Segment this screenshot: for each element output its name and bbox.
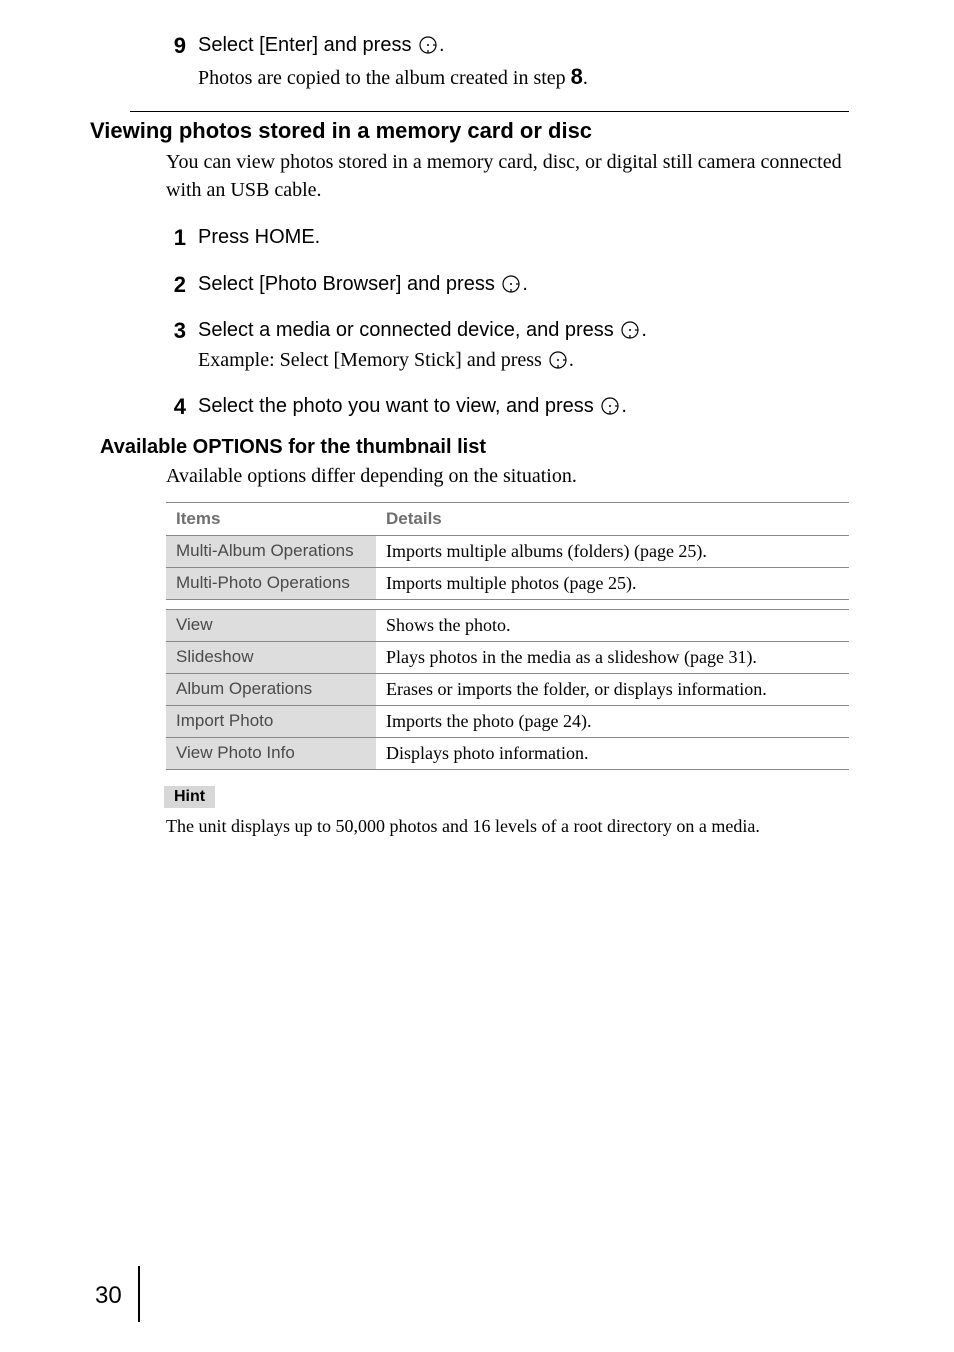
step-4-title: Select the photo you want to view, and p…: [198, 393, 849, 420]
detail-cell: Imports multiple photos (page 25).: [376, 567, 849, 599]
table-row: Album Operations Erases or imports the f…: [166, 673, 849, 705]
options-table: Items Details Multi-Album Operations Imp…: [166, 502, 849, 770]
step-number: 3: [166, 317, 186, 375]
enter-icon: [549, 351, 567, 369]
item-cell: Import Photo: [166, 705, 376, 737]
col-header-details: Details: [376, 502, 849, 535]
options-intro: Available options differ depending on th…: [166, 465, 849, 488]
step-1-title: Press HOME.: [198, 224, 849, 251]
page-number: 30: [95, 1282, 122, 1310]
step-number: 1: [166, 224, 186, 253]
item-cell: View: [166, 609, 376, 641]
detail-cell: Shows the photo.: [376, 609, 849, 641]
text: .: [621, 395, 627, 417]
table-row: Multi-Photo Operations Imports multiple …: [166, 567, 849, 599]
detail-cell: Erases or imports the folder, or display…: [376, 673, 849, 705]
item-cell: Multi-Photo Operations: [166, 567, 376, 599]
hint-text: The unit displays up to 50,000 photos an…: [166, 814, 849, 839]
step-2: 2 Select [Photo Browser] and press .: [166, 271, 849, 300]
step-4: 4 Select the photo you want to view, and…: [166, 393, 849, 422]
detail-cell: Imports multiple albums (folders) (page …: [376, 535, 849, 567]
ref-step: 8: [571, 64, 583, 89]
page-number-rule: [138, 1266, 140, 1322]
table-header-row: Items Details: [166, 502, 849, 535]
step-1: 1 Press HOME.: [166, 224, 849, 253]
text: Select [Photo Browser] and press: [198, 273, 500, 295]
table-row: Multi-Album Operations Imports multiple …: [166, 535, 849, 567]
options-heading: Available OPTIONS for the thumbnail list: [100, 436, 849, 459]
step-3-title: Select a media or connected device, and …: [198, 317, 849, 344]
step-9-title: Select [Enter] and press .: [198, 32, 849, 59]
table-row: Import Photo Imports the photo (page 24)…: [166, 705, 849, 737]
enter-icon: [601, 397, 619, 415]
detail-cell: Displays photo information.: [376, 737, 849, 769]
table-row: View Shows the photo.: [166, 609, 849, 641]
step-number: 9: [166, 32, 186, 93]
text: .: [641, 319, 647, 341]
detail-cell: Plays photos in the media as a slideshow…: [376, 641, 849, 673]
step-9-desc: Photos are copied to the album created i…: [198, 61, 849, 93]
detail-cell: Imports the photo (page 24).: [376, 705, 849, 737]
text: Photos are copied to the album created i…: [198, 67, 571, 89]
table-row: View Photo Info Displays photo informati…: [166, 737, 849, 769]
enter-icon: [419, 36, 437, 54]
text: Select [Enter] and press: [198, 34, 417, 56]
item-cell: Multi-Album Operations: [166, 535, 376, 567]
item-cell: Album Operations: [166, 673, 376, 705]
section-intro: You can view photos stored in a memory c…: [166, 148, 849, 204]
text: .: [569, 349, 574, 371]
enter-icon: [502, 275, 520, 293]
text: Select a media or connected device, and …: [198, 319, 619, 341]
col-header-items: Items: [166, 502, 376, 535]
table-gap: [166, 599, 849, 609]
section-heading: Viewing photos stored in a memory card o…: [90, 118, 849, 144]
enter-icon: [621, 321, 639, 339]
step-3-desc: Example: Select [Memory Stick] and press…: [198, 346, 849, 375]
text: .: [583, 67, 588, 89]
text: .: [522, 273, 528, 295]
section-rule: [130, 111, 849, 112]
text: .: [439, 34, 445, 56]
hint-label: Hint: [164, 786, 215, 808]
step-number: 2: [166, 271, 186, 300]
text: Select the photo you want to view, and p…: [198, 395, 599, 417]
step-number: 4: [166, 393, 186, 422]
item-cell: Slideshow: [166, 641, 376, 673]
item-cell: View Photo Info: [166, 737, 376, 769]
step-9: 9 Select [Enter] and press . Photos are …: [166, 32, 849, 93]
table-row: Slideshow Plays photos in the media as a…: [166, 641, 849, 673]
step-3: 3 Select a media or connected device, an…: [166, 317, 849, 375]
text: Example: Select [Memory Stick] and press: [198, 349, 547, 371]
step-2-title: Select [Photo Browser] and press .: [198, 271, 849, 298]
